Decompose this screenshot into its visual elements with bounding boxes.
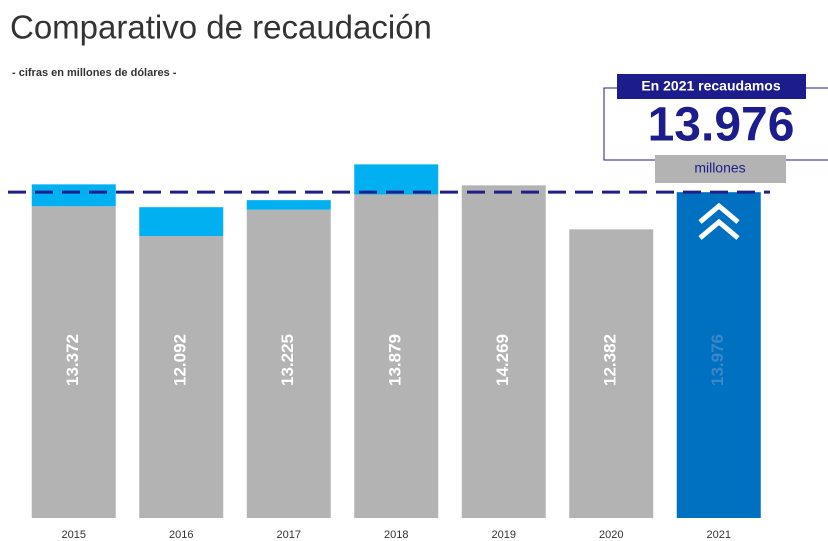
bar — [139, 207, 224, 237]
bar — [31, 206, 116, 518]
callout-title: En 2021 recaudamos — [641, 78, 781, 94]
bar-value-label: 13.976 — [708, 334, 727, 386]
callout-value: 13.976 — [648, 99, 795, 152]
bar — [569, 229, 654, 519]
x-tick-label: 2018 — [384, 529, 408, 541]
x-tick-label: 2019 — [492, 529, 516, 541]
x-tick-label: 2017 — [277, 529, 301, 541]
bar — [139, 236, 224, 518]
bar-value-label: 13.879 — [386, 334, 405, 386]
callout-frame — [603, 87, 828, 161]
bar — [461, 185, 546, 518]
chart-title: Comparativo de recaudación — [10, 9, 432, 46]
bar — [246, 209, 331, 518]
bar-value-label: 13.372 — [63, 334, 82, 386]
callout-unit-box — [655, 155, 786, 183]
callout: En 2021 recaudamos 13.976 millones — [603, 74, 828, 183]
bar-value-label: 12.092 — [171, 334, 190, 386]
callout-unit: millones — [694, 160, 745, 176]
bar — [354, 164, 439, 195]
bar-value-label: 13.225 — [278, 334, 297, 386]
callout-header — [617, 74, 806, 99]
x-tick-label: 2021 — [707, 529, 731, 541]
bar-value-label: 14.269 — [493, 334, 512, 386]
bar-value-label: 12.382 — [601, 334, 620, 386]
bar — [676, 192, 761, 518]
bar — [354, 194, 439, 519]
x-tick-label: 2015 — [62, 529, 86, 541]
plot: 13.372 2015 12.092 2016 13.225 2017 13.879 2018… — [31, 164, 761, 541]
chart-subtitle: - cifras en millones de dólares - — [12, 67, 177, 79]
up-icon — [698, 202, 740, 240]
x-tick-label: 2016 — [169, 529, 193, 541]
bar — [31, 184, 116, 207]
x-tick-label: 2020 — [599, 529, 623, 541]
bar — [246, 200, 331, 210]
